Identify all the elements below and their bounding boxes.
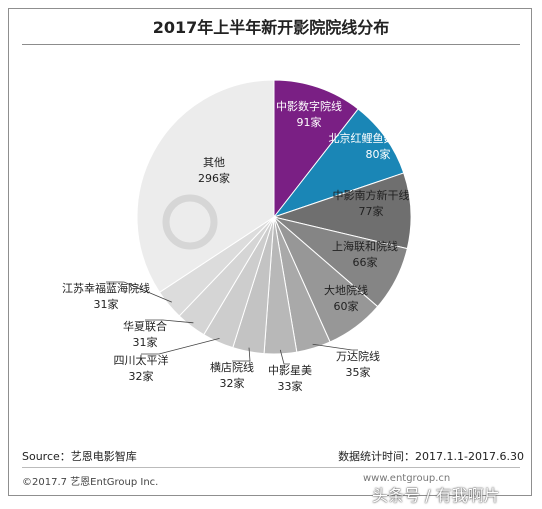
slice-label-11: 江苏幸福蓝海院线 — [62, 281, 150, 295]
period-note: 数据统计时间：2017.1.1-2017.6.30 — [338, 450, 524, 463]
slice-label-8: 横店院线 — [210, 360, 254, 374]
chart-title: 2017年上半年新开影院院线分布 — [152, 18, 390, 37]
leader-line-10 — [145, 319, 194, 324]
slice-label-1: 中影数字院线 — [276, 99, 342, 113]
slice-label-9: 四川太平洋 — [114, 353, 169, 367]
pie-slice-2 — [272, 108, 405, 219]
leader-line-9 — [141, 337, 220, 355]
slice-label-7: 中影星美 — [268, 364, 312, 377]
slice-value-8: 32家 — [220, 376, 245, 390]
overlay-watermark: 头条号 / 有我啊片 — [372, 486, 500, 505]
slice-value-11: 31家 — [94, 297, 119, 311]
logo-watermark — [162, 194, 218, 250]
leader-line-11 — [106, 281, 172, 303]
slice-label-10: 华夏联合 — [123, 319, 167, 333]
slice-label-4: 上海联和院线 — [332, 239, 398, 253]
slice-value-9: 32家 — [129, 369, 154, 383]
leader-line-7 — [279, 349, 290, 365]
slice-label-2: 北京红鲤鱼数字院线 — [329, 131, 428, 145]
slice-label-5: 大地院线 — [324, 283, 368, 297]
slice-value-12: 296家 — [198, 171, 230, 185]
slice-value-5: 60家 — [334, 299, 359, 313]
slice-value-10: 31家 — [133, 335, 158, 349]
leader-line-6 — [312, 343, 358, 351]
copyright-text: ©2017.7 艺恩EntGroup Inc. — [22, 477, 159, 488]
slice-value-6: 35家 — [346, 365, 371, 379]
pie-slice-1 — [273, 79, 359, 219]
slice-value-7: 33家 — [278, 379, 303, 393]
slice-value-4: 66家 — [353, 255, 378, 269]
slice-value-3: 77家 — [359, 204, 384, 218]
slice-label-12: 其他 — [203, 156, 225, 169]
slice-value-1: 91家 — [297, 115, 322, 129]
slice-label-6: 万达院线 — [336, 349, 380, 363]
slice-value-2: 80家 — [366, 147, 391, 161]
footer-divider — [22, 467, 520, 468]
leader-line-8 — [232, 347, 251, 362]
website-text: www.entgroup.cn — [363, 473, 451, 484]
source-note: Source：艺恩电影智库 — [22, 450, 137, 463]
title-divider — [22, 44, 520, 45]
slice-label-3: 中影南方新干线 — [333, 188, 410, 202]
